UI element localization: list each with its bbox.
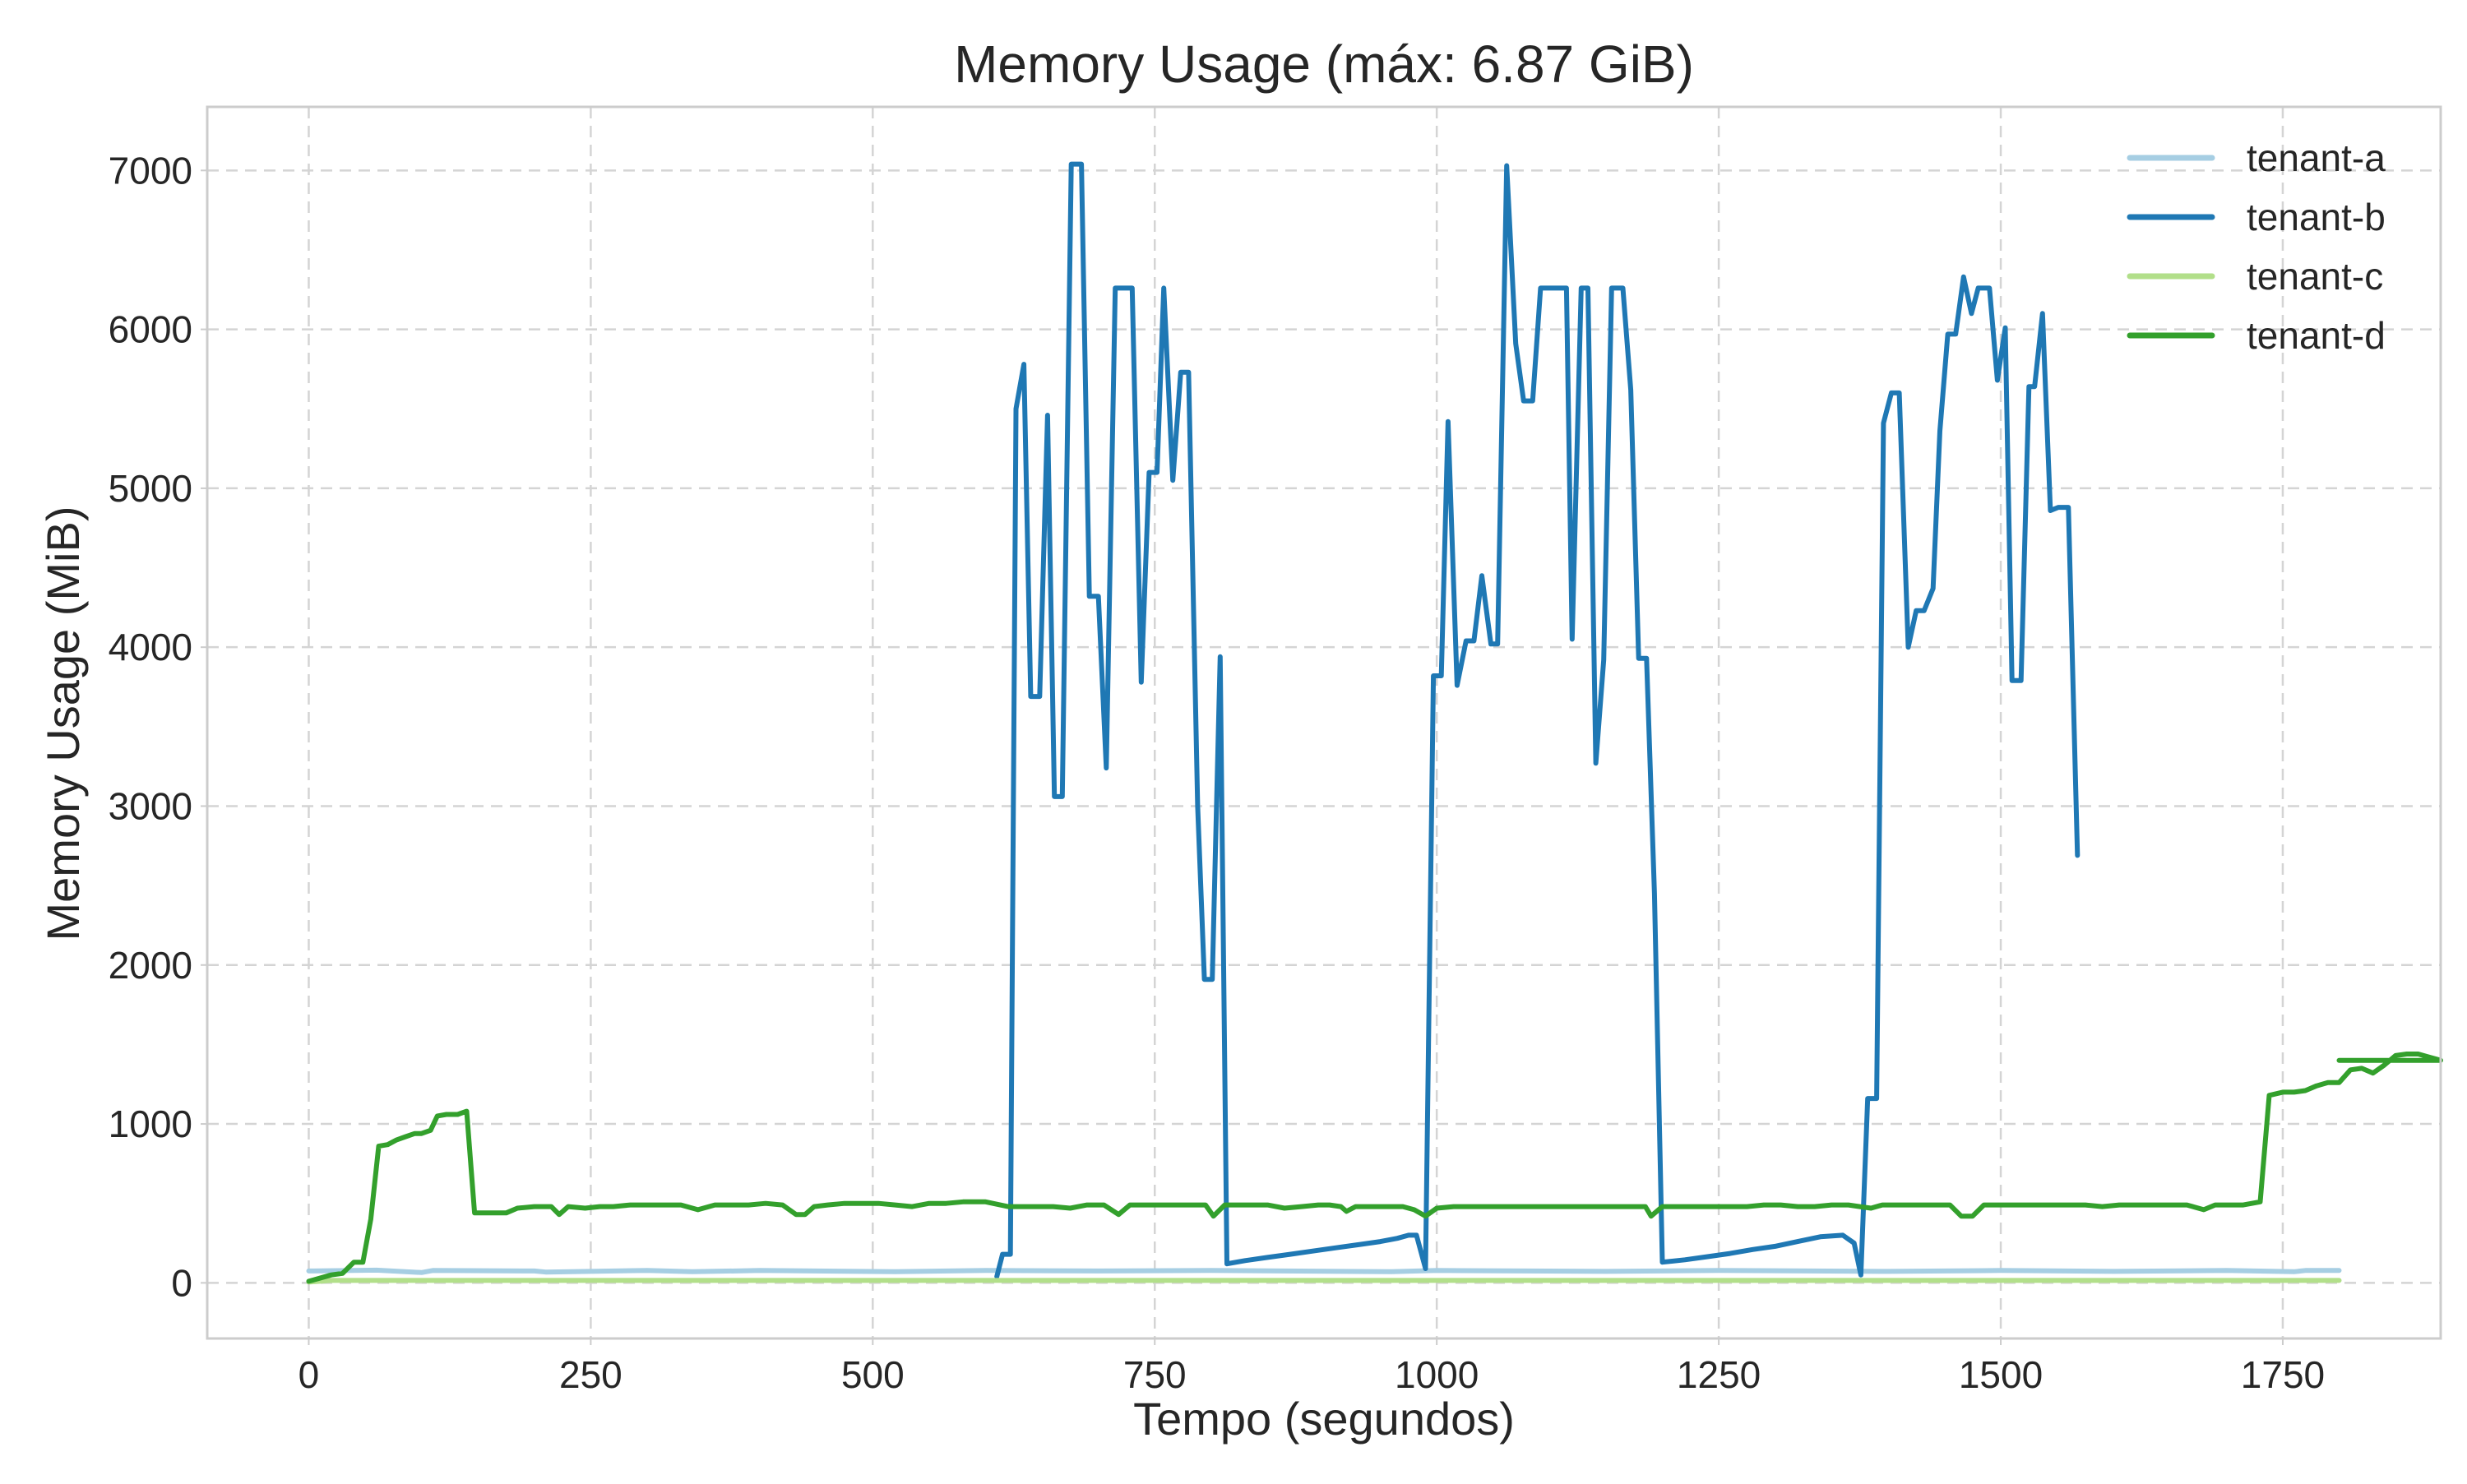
x-axis-label: Tempo (segundos) — [1133, 1393, 1515, 1445]
legend-label-tenant-c: tenant-c — [2247, 255, 2383, 298]
y-tick-label: 2000 — [109, 944, 192, 987]
x-tick-label: 1250 — [1677, 1353, 1761, 1396]
y-tick-label: 7000 — [109, 149, 192, 192]
x-tick-label: 0 — [299, 1353, 320, 1396]
y-axis-label: Memory Usage (MiB) — [37, 506, 89, 941]
x-tick-label: 500 — [841, 1353, 905, 1396]
legend-label-tenant-d: tenant-d — [2247, 314, 2386, 357]
series-line-tenant-a — [306, 1267, 2342, 1275]
x-tick-label: 1000 — [1395, 1353, 1479, 1396]
plot-frame — [206, 105, 2442, 1340]
y-tick-label: 1000 — [109, 1103, 192, 1145]
y-tick-label: 0 — [171, 1261, 192, 1304]
x-tick-label: 750 — [1123, 1353, 1187, 1396]
y-tick-label: 3000 — [109, 784, 192, 827]
legend-label-tenant-b: tenant-b — [2247, 196, 2386, 238]
series-lines — [306, 161, 2443, 1285]
x-tick-label: 1500 — [1959, 1353, 2043, 1396]
chart-title: Memory Usage (máx: 6.87 GiB) — [954, 35, 1694, 94]
x-axis-ticks: 0 250 500 750 1000 1250 1500 1750 — [299, 1338, 2325, 1396]
y-tick-label: 4000 — [109, 626, 192, 668]
y-tick-label: 5000 — [109, 467, 192, 510]
y-axis-ticks: 0 1000 2000 3000 4000 5000 6000 7000 — [109, 149, 207, 1304]
series-line-tenant-c — [306, 1278, 2342, 1285]
series-line-tenant-d — [306, 1052, 2443, 1284]
legend: tenant-a tenant-b tenant-c tenant-d — [2127, 136, 2386, 357]
series-line-tenant-b — [994, 161, 2081, 1279]
legend-label-tenant-a: tenant-a — [2247, 136, 2386, 179]
x-tick-label: 1750 — [2241, 1353, 2325, 1396]
y-tick-label: 6000 — [109, 308, 192, 351]
x-tick-label: 250 — [559, 1353, 623, 1396]
